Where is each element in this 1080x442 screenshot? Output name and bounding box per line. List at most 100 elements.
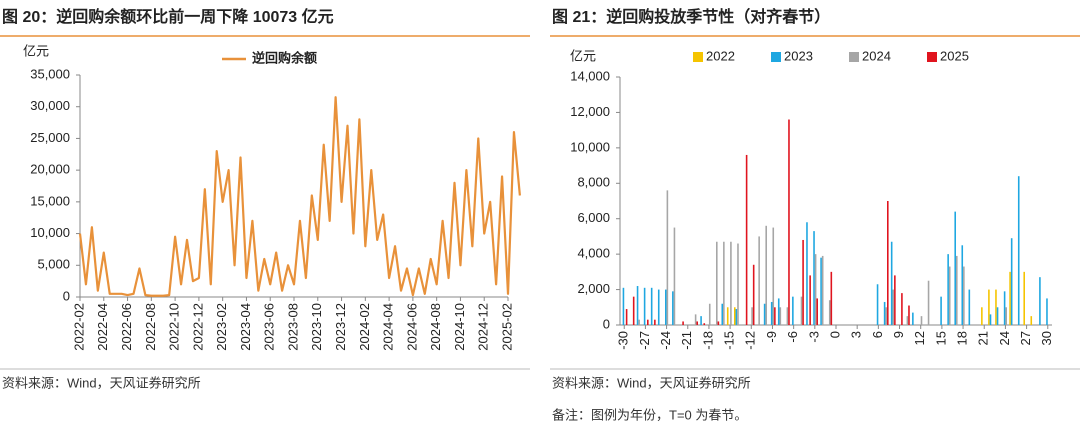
y-tick-label: 12,000 xyxy=(570,104,610,119)
y-tick-label: 10,000 xyxy=(30,225,70,240)
x-tick-label: -6 xyxy=(785,331,800,343)
bar xyxy=(883,301,886,325)
y-tick-label: 15,000 xyxy=(30,193,70,208)
bar xyxy=(830,271,833,325)
bar xyxy=(777,298,780,325)
bar xyxy=(989,314,992,325)
bar xyxy=(961,245,964,325)
bar xyxy=(716,241,718,325)
bar xyxy=(723,241,725,325)
bar xyxy=(779,307,782,325)
y-tick-label: 0 xyxy=(63,288,70,303)
bar xyxy=(774,307,776,325)
x-tick-label: 30 xyxy=(1039,331,1054,345)
bar xyxy=(770,301,773,325)
bar xyxy=(700,316,702,325)
bar xyxy=(1046,298,1048,325)
x-tick-label: 27 xyxy=(1018,331,1033,345)
bar xyxy=(908,305,910,325)
y-tick-label: 8,000 xyxy=(577,175,610,190)
bar xyxy=(963,266,965,325)
bar xyxy=(735,309,738,325)
bar xyxy=(1023,271,1025,325)
x-tick-label: 2023-04 xyxy=(238,303,253,351)
y-tick-label: 5,000 xyxy=(37,257,70,272)
x-tick-label: 2022-06 xyxy=(119,303,134,351)
x-tick-label: 9 xyxy=(891,331,906,338)
x-tick-label: 2024-12 xyxy=(476,303,491,351)
bar xyxy=(901,293,903,325)
bar xyxy=(814,254,817,325)
x-tick-label: 2024-06 xyxy=(404,303,419,351)
bar xyxy=(920,316,923,325)
x-tick-label: 12 xyxy=(912,331,927,345)
bar xyxy=(673,227,676,325)
bar xyxy=(1017,176,1020,325)
source: 资料来源：Wind，天风证券研究所 xyxy=(552,375,751,390)
legend-swatch xyxy=(693,52,703,62)
bar xyxy=(1039,277,1041,325)
x-tick-label: 2022-08 xyxy=(143,303,158,351)
source: 资料来源：Wind，天风证券研究所 xyxy=(2,375,201,390)
bar xyxy=(890,241,893,325)
bar xyxy=(906,316,909,325)
bar xyxy=(786,307,789,325)
y-tick-label: 35,000 xyxy=(30,66,70,81)
bar xyxy=(792,296,794,325)
bar xyxy=(632,296,635,325)
bar xyxy=(802,239,804,325)
bar xyxy=(813,231,815,325)
bar xyxy=(1010,238,1013,325)
legend-label: 2024 xyxy=(862,48,891,63)
x-tick-label: 2024-02 xyxy=(357,303,372,351)
y-axis-unit: 亿元 xyxy=(570,48,596,63)
x-tick-label: -21 xyxy=(679,331,694,350)
bar xyxy=(666,190,669,325)
bar xyxy=(622,287,625,325)
bar xyxy=(968,289,971,325)
x-tick-label: -15 xyxy=(722,331,737,350)
y-tick-label: 6,000 xyxy=(577,210,610,225)
bar xyxy=(654,319,656,325)
legend-swatch xyxy=(927,52,937,62)
x-tick-label: 2024-04 xyxy=(381,303,396,351)
bar xyxy=(636,286,639,325)
bar xyxy=(892,289,895,325)
x-tick-label: 2023-10 xyxy=(309,303,324,351)
bar xyxy=(927,280,930,325)
bar xyxy=(956,255,958,325)
bar xyxy=(682,321,684,325)
bar xyxy=(947,254,949,325)
bar xyxy=(954,211,956,325)
bar xyxy=(763,303,766,325)
x-tick-label: 18 xyxy=(954,331,969,345)
x-tick-label: -9 xyxy=(764,331,779,343)
x-tick-label: 2024-10 xyxy=(452,303,467,351)
x-tick-label: -3 xyxy=(806,331,821,343)
bar xyxy=(647,319,649,325)
x-tick-label: 2022-12 xyxy=(190,303,205,351)
bar xyxy=(894,275,896,325)
y-axis-unit: 亿元 xyxy=(23,43,49,58)
y-tick-label: 20,000 xyxy=(30,162,70,177)
x-tick-label: -12 xyxy=(743,331,758,350)
bar xyxy=(948,266,951,325)
legend-swatch xyxy=(849,52,859,62)
y-tick-label: 0 xyxy=(603,316,610,331)
x-tick-label: 2024-08 xyxy=(428,303,443,351)
bar xyxy=(643,287,646,325)
x-tick-label: 24 xyxy=(997,331,1012,345)
bar xyxy=(665,289,667,325)
x-tick-label: 2022-04 xyxy=(95,303,110,351)
bar xyxy=(1005,307,1007,325)
bar xyxy=(737,243,739,325)
x-tick-label: 2023-08 xyxy=(285,303,300,351)
bar xyxy=(734,307,736,325)
bar xyxy=(816,298,818,325)
x-tick-label: 0 xyxy=(827,331,842,338)
x-tick-label: -30 xyxy=(616,331,631,350)
x-tick-label: 2023-12 xyxy=(333,303,348,351)
y-tick-label: 4,000 xyxy=(577,246,610,261)
